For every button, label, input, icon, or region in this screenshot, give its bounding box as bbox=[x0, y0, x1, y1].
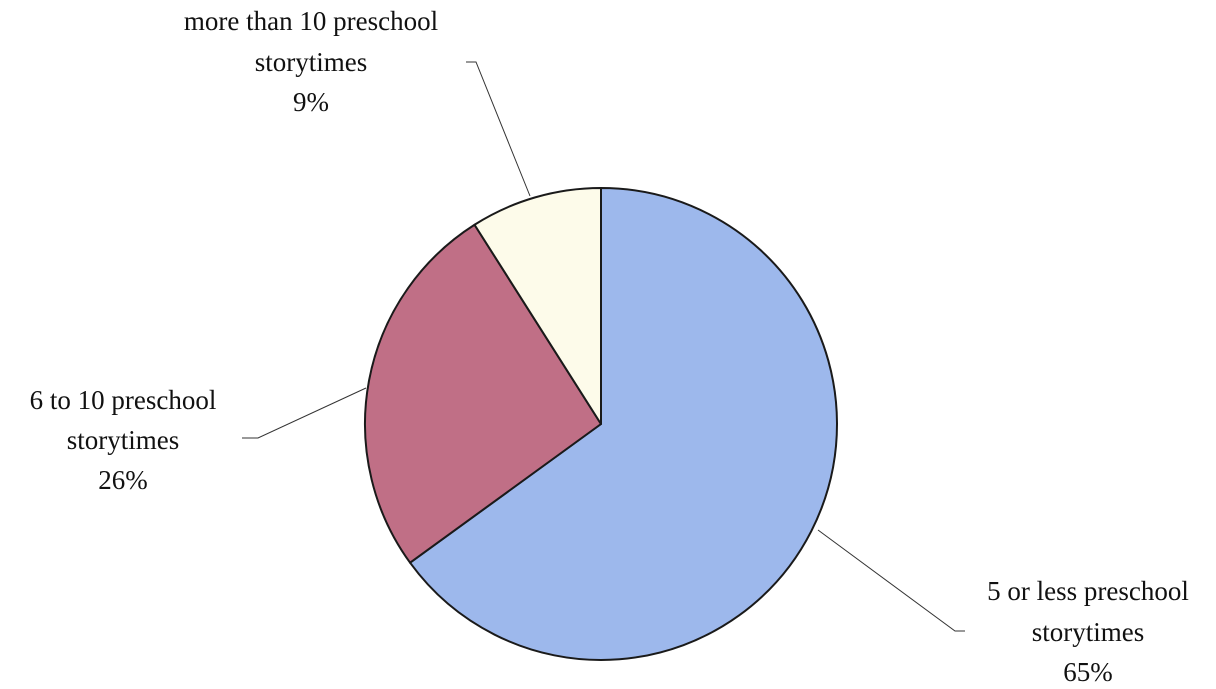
leader-lines bbox=[242, 61, 965, 632]
slice-label-6-to-10-line2: storytimes bbox=[67, 425, 180, 455]
slice-6-to-10 bbox=[363, 223, 602, 564]
leader-line-6-to-10 bbox=[242, 387, 367, 439]
slice-label-6-to-10-line1: 6 to 10 preschool bbox=[30, 385, 217, 415]
pie-slices bbox=[363, 187, 838, 661]
leader-line-5-or-less bbox=[817, 529, 965, 632]
leader-line-more-than-10 bbox=[466, 61, 531, 197]
slice-percent-5-or-less: 65% bbox=[1063, 657, 1113, 687]
slice-label-more-than-10-line1: more than 10 preschool bbox=[184, 6, 438, 36]
slice-percent-6-to-10: 26% bbox=[98, 465, 148, 495]
slice-label-5-or-less-line2: storytimes bbox=[1032, 617, 1145, 647]
slice-5-or-less bbox=[409, 187, 838, 661]
slice-more-than-10 bbox=[473, 187, 602, 425]
slice-label-5-or-less-line1: 5 or less preschool bbox=[987, 576, 1189, 606]
slice-percent-more-than-10: 9% bbox=[293, 87, 329, 117]
slice-label-more-than-10-line2: storytimes bbox=[255, 47, 368, 77]
